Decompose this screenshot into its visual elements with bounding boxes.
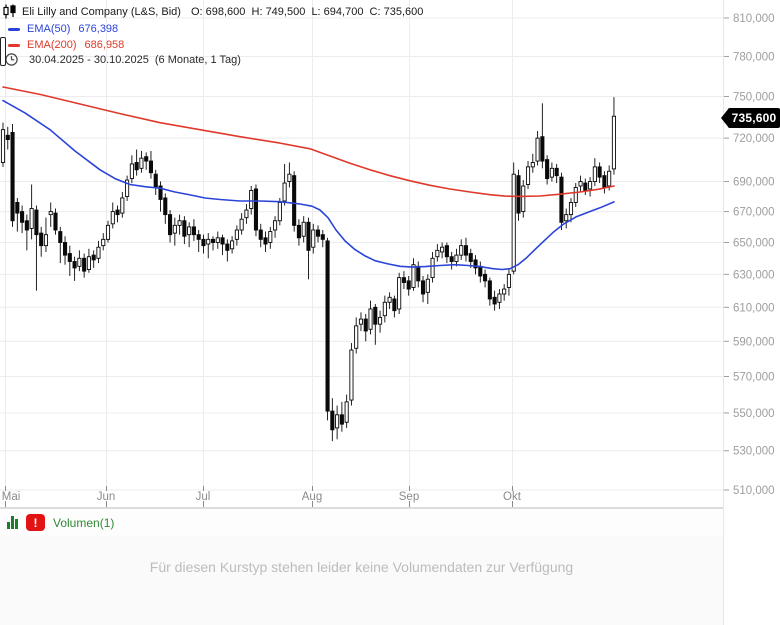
ema200-label: EMA(200) xyxy=(27,39,77,51)
ohlc-values: O: 698,600 H: 749,500 L: 694,700 C: 735,… xyxy=(190,5,424,18)
ema50-value: 676,398 xyxy=(78,23,119,35)
svg-text:780,000: 780,000 xyxy=(733,51,775,63)
candlestick-icon xyxy=(3,4,17,19)
ema50-label: EMA(50) xyxy=(27,23,71,35)
svg-text:630,000: 630,000 xyxy=(733,269,775,281)
x-axis-labels: Mai Jun Jul Aug Sep Okt xyxy=(2,486,522,507)
price-chart[interactable]: Mai Jun Jul Aug Sep Okt 810,000 780,000 750,000 7… xyxy=(0,0,780,513)
price-badge-arrow xyxy=(721,108,729,128)
ema50-row[interactable]: EMA(50) 676,398 xyxy=(0,23,118,35)
svg-text:550,000: 550,000 xyxy=(733,408,775,420)
svg-text:Okt: Okt xyxy=(503,491,522,503)
svg-text:Jul: Jul xyxy=(196,491,211,503)
clock-icon xyxy=(5,53,18,66)
ema50-line xyxy=(2,99,615,271)
y-axis-border xyxy=(723,0,724,625)
ema200-swatch xyxy=(8,43,20,47)
error-icon[interactable]: ! xyxy=(26,514,45,531)
volume-label[interactable]: Volumen(1) xyxy=(53,515,115,530)
period-row[interactable]: 30.04.2025 - 30.10.2025 (6 Monate, 1 Tag… xyxy=(0,53,241,66)
y-axis-labels: 810,000 780,000 750,000 720,000 690,000 670,0… xyxy=(723,13,775,497)
left-edge-marker xyxy=(0,37,6,66)
svg-text:810,000: 810,000 xyxy=(733,13,775,25)
volume-bars-icon xyxy=(7,516,19,529)
last-price-badge: 735,600 xyxy=(728,108,780,128)
volume-indicator-row[interactable]: ! Volumen(1) xyxy=(0,509,723,536)
period-text: 30.04.2025 - 30.10.2025 xyxy=(29,53,149,66)
svg-text:Aug: Aug xyxy=(302,491,322,503)
period-detail: (6 Monate, 1 Tag) xyxy=(154,53,241,66)
svg-text:750,000: 750,000 xyxy=(733,91,775,103)
svg-text:690,000: 690,000 xyxy=(733,177,775,189)
svg-text:650,000: 650,000 xyxy=(733,237,775,249)
volume-panel-background xyxy=(0,536,723,625)
svg-text:530,000: 530,000 xyxy=(733,446,775,458)
svg-text:510,000: 510,000 xyxy=(733,485,775,497)
ema50-swatch xyxy=(8,27,20,31)
candles xyxy=(0,97,616,442)
ema200-row[interactable]: EMA(200) 686,958 xyxy=(0,39,124,51)
no-volume-message: Für diesen Kurstyp stehen leider keine V… xyxy=(149,559,574,575)
panel-divider xyxy=(0,507,723,509)
gridlines xyxy=(0,0,723,491)
svg-text:720,000: 720,000 xyxy=(733,133,775,145)
instrument-title: Eli Lilly and Company (L&S, Bid) xyxy=(22,5,181,18)
svg-text:670,000: 670,000 xyxy=(733,207,775,219)
instrument-row[interactable]: Eli Lilly and Company (L&S, Bid) O: 698,… xyxy=(0,4,423,19)
svg-text:Sep: Sep xyxy=(399,491,419,503)
ema200-value: 686,958 xyxy=(84,39,125,51)
svg-text:590,000: 590,000 xyxy=(733,336,775,348)
svg-text:570,000: 570,000 xyxy=(733,372,775,384)
svg-text:610,000: 610,000 xyxy=(733,302,775,314)
ema200-line xyxy=(2,86,615,198)
svg-text:Mai: Mai xyxy=(2,491,21,503)
svg-text:Jun: Jun xyxy=(97,491,116,503)
